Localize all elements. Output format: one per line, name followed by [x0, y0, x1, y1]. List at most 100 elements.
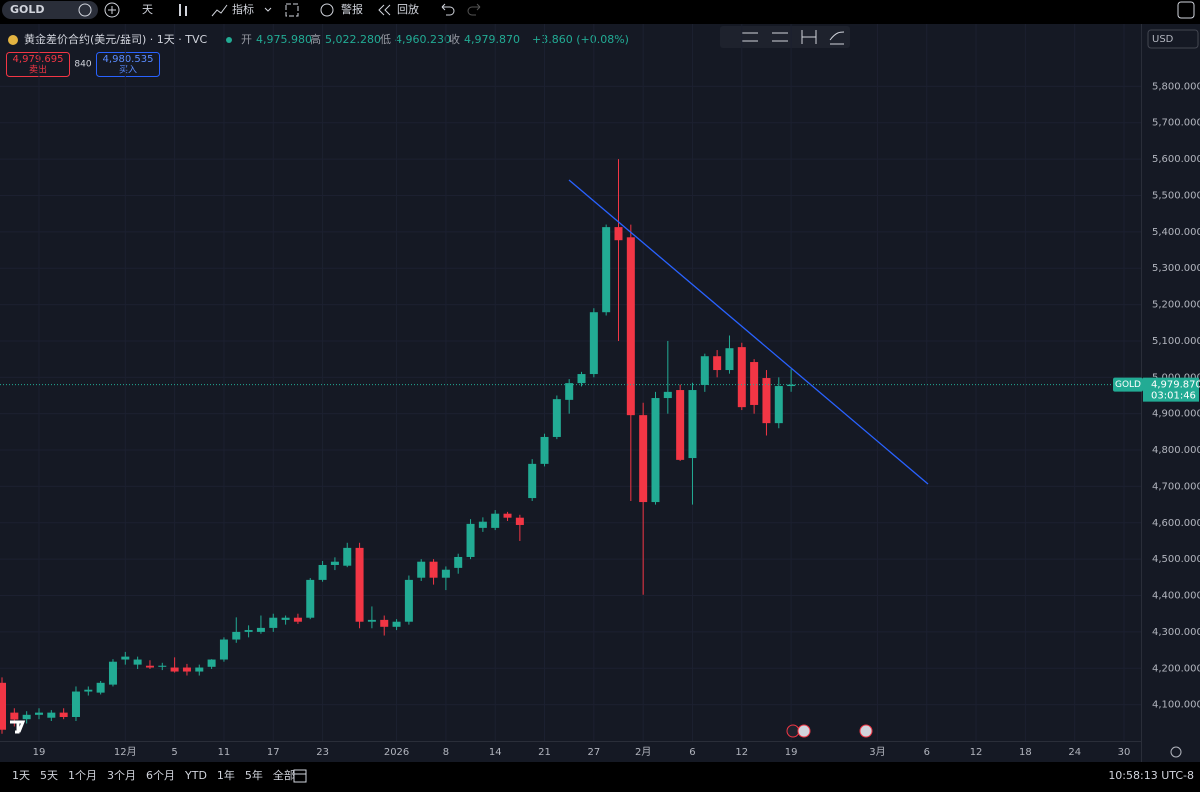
low: 4,960.230 [395, 33, 451, 46]
buy-price[interactable]: 4,980.535 [103, 54, 154, 65]
range-button[interactable]: 5年 [245, 768, 263, 782]
range-button[interactable]: 1天 [12, 769, 30, 782]
x-tick-label: 24 [1068, 747, 1081, 758]
candle-body [774, 386, 783, 424]
footer: 1天 5天 1个月 3个月 6个月 YTD 1年 5年 全部 [12, 768, 295, 782]
currency-button[interactable] [1147, 29, 1199, 49]
candle-body [787, 384, 796, 387]
symbol[interactable]: GOLD [10, 3, 45, 16]
price-tag-bg [1143, 377, 1199, 402]
add-compare[interactable] [104, 2, 120, 18]
fullscreen[interactable] [1177, 1, 1195, 19]
clock: 10:58:13 UTC-8 [1108, 769, 1194, 782]
settings-icon[interactable] [1170, 746, 1182, 758]
candle-body [281, 617, 290, 620]
event-icon[interactable] [859, 724, 873, 738]
candle-body [528, 463, 537, 499]
indicators[interactable]: 指标 [232, 2, 254, 16]
buy-button[interactable] [96, 52, 160, 77]
candle-body [96, 682, 105, 693]
candle-body [306, 579, 315, 618]
x-tick-label: 2026 [384, 747, 409, 758]
date-range-icon[interactable] [293, 769, 307, 783]
range-button[interactable]: 1个月 [68, 769, 97, 782]
candle-body [269, 617, 278, 628]
low-label: 低 [380, 33, 391, 46]
range-button[interactable]: 1年 [217, 768, 235, 782]
trend-line[interactable] [568, 179, 929, 485]
candle-body [515, 517, 524, 525]
replay[interactable]: 回放 [397, 2, 419, 16]
candle-body [663, 391, 672, 399]
watch-icon[interactable] [78, 3, 92, 17]
x-tick-label: 12月 [114, 746, 137, 758]
event-icon[interactable] [797, 724, 811, 738]
candle-body [429, 561, 438, 578]
x-tick-label: 17 [267, 747, 280, 758]
plot: 4,100.000 4,200.000 4,300.000 4,400.000 4,50… [0, 24, 1200, 758]
symbol-search[interactable] [2, 1, 98, 19]
candle-body [10, 712, 19, 720]
y-tick-label: 5,500.000 [1152, 190, 1200, 201]
range-button[interactable]: 3个月 [107, 769, 136, 782]
drawing-tools[interactable] [742, 30, 845, 45]
candle-body [293, 617, 302, 622]
open: 4,975.980 [256, 33, 312, 46]
range-button[interactable]: 全部 [273, 768, 295, 782]
x-tick-label: 5 [171, 747, 177, 758]
y-tick-label: 5,200.000 [1152, 300, 1200, 311]
market-open-dot [226, 37, 232, 43]
y-tick-label: 4,600.000 [1152, 518, 1200, 529]
chart-type-icon[interactable] [179, 4, 187, 16]
interval[interactable]: 天 [142, 3, 153, 16]
event-icon[interactable] [786, 724, 800, 738]
sell-button[interactable] [6, 52, 70, 77]
symbol-tag-bg [1113, 377, 1143, 392]
sell-label[interactable]: 卖出 [29, 64, 47, 76]
close: 4,979.870 [464, 33, 520, 46]
x-tick-label: 2月 [635, 746, 651, 758]
high-label: 高 [310, 32, 321, 46]
y-tick-label: 5,300.000 [1152, 263, 1200, 274]
alert-icon[interactable] [320, 3, 334, 17]
candle-body [182, 667, 191, 672]
candle-body [195, 667, 204, 672]
candle-body [256, 627, 265, 632]
dropdown[interactable] [264, 7, 272, 12]
buy-label[interactable]: 买入 [119, 65, 137, 76]
x-tick-label: 12 [735, 747, 748, 758]
currency[interactable]: USD [1152, 34, 1174, 45]
candle-body [688, 390, 697, 459]
candle-body [466, 523, 475, 557]
instrument: 黄金差价合约(美元/盎司) · 1天 · TVC [24, 32, 208, 46]
candle-body [207, 659, 216, 667]
candle-body [47, 712, 56, 718]
undo[interactable] [441, 3, 455, 16]
y-tick-label: 4,900.000 [1152, 409, 1200, 420]
candle-body [380, 619, 389, 627]
candle-body [343, 547, 352, 566]
replay-icon[interactable] [378, 4, 391, 16]
redo[interactable] [467, 3, 481, 16]
indicator-icon[interactable] [211, 4, 228, 17]
sell-price[interactable]: 4,979.695 [13, 54, 64, 65]
candle-body [737, 347, 746, 408]
candle-body [71, 691, 80, 717]
candle-body [170, 667, 179, 672]
alert[interactable]: 警报 [341, 2, 363, 16]
candle-body [441, 569, 450, 578]
range-button[interactable]: 6个月 [146, 769, 175, 782]
y-tick-label: 4,400.000 [1152, 591, 1200, 602]
candle-body [552, 399, 561, 437]
y-tick-label: 5,100.000 [1152, 336, 1200, 347]
candle-body [503, 513, 512, 518]
x-tick-label: 21 [538, 747, 551, 758]
candle-body [133, 659, 142, 665]
range-button[interactable]: 5天 [40, 769, 58, 782]
range-button[interactable]: YTD [184, 769, 207, 782]
countdown: 03:01:46 [1151, 391, 1196, 402]
y-tick-label: 4,300.000 [1152, 627, 1200, 638]
layout-icon[interactable] [285, 3, 299, 17]
